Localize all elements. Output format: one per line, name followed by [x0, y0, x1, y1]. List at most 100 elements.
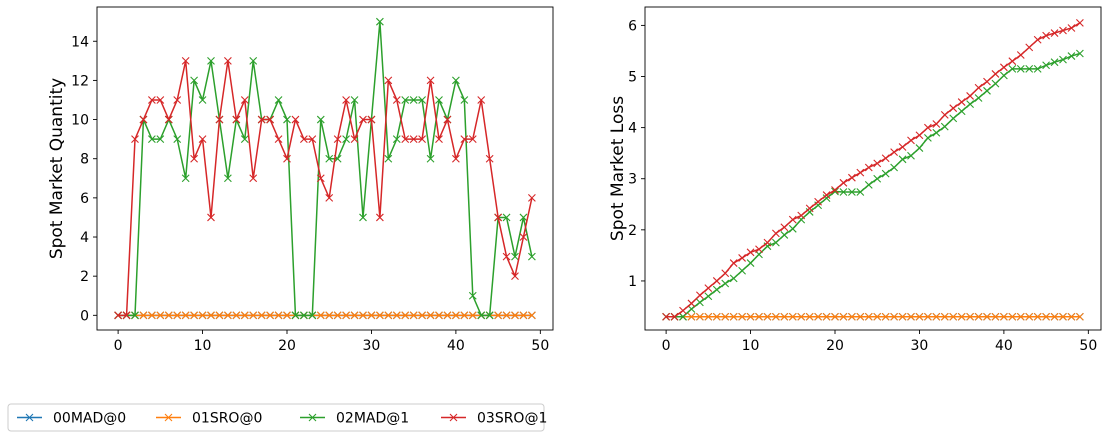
series-01sro-0 [662, 312, 1084, 321]
y-tick-label: 6 [80, 191, 89, 207]
data-point [915, 144, 924, 152]
data-point [949, 114, 958, 123]
y-tick-label: 0 [80, 308, 89, 324]
data-point [763, 312, 772, 321]
data-point [240, 135, 249, 144]
data-point [755, 312, 763, 321]
y-tick-label: 5 [628, 70, 637, 86]
data-point [881, 312, 890, 321]
y-tick-label: 1 [628, 274, 637, 290]
data-point [249, 56, 258, 65]
data-point [207, 311, 215, 320]
data-point [173, 96, 182, 104]
data-point [873, 159, 882, 168]
data-point [485, 154, 494, 163]
legend-label: 03SRO@1 [477, 411, 547, 427]
data-point [940, 110, 949, 119]
data-point [839, 178, 848, 187]
data-point [696, 291, 704, 300]
data-point [898, 312, 907, 321]
data-point [384, 154, 393, 163]
data-point [746, 312, 755, 321]
data-point [207, 213, 215, 222]
y-tick-label: 4 [628, 121, 637, 137]
data-point [831, 186, 839, 194]
data-point [780, 312, 789, 321]
y-tick-label: 2 [628, 223, 637, 239]
data-point [949, 312, 958, 321]
loss-chart: 0 10 20 30 40 50 1 2 3 4 5 6 Spot Market Loss [608, 6, 1102, 354]
data-point [1050, 29, 1059, 37]
data-point [966, 312, 974, 321]
data-point [164, 311, 173, 320]
data-point [696, 312, 704, 321]
data-point [333, 311, 342, 320]
data-point [350, 311, 359, 320]
data-point [1059, 55, 1067, 64]
data-point [974, 83, 983, 92]
data-point [460, 96, 469, 104]
series-line-02mad-1 [118, 20, 533, 317]
data-point [721, 279, 730, 288]
y-tick-label: 6 [628, 18, 637, 34]
data-point [788, 224, 797, 233]
quantity-chart: 0 10 20 30 40 50 0 2 4 6 8 10 12 14 Spot Market Quanti… [47, 6, 554, 354]
data-point [746, 259, 755, 267]
series-line-02mad-1 [666, 52, 1081, 318]
data-point [308, 135, 317, 144]
series-line-03sro-1 [666, 22, 1081, 318]
data-point [1067, 52, 1076, 60]
y-tick-label: 8 [80, 152, 89, 168]
data-point [848, 312, 856, 321]
data-point [924, 133, 932, 142]
data-point [173, 311, 182, 320]
data-point [890, 312, 898, 321]
data-point [519, 311, 528, 320]
data-point [207, 56, 215, 65]
data-point [1042, 31, 1050, 40]
axes-frame [96, 6, 554, 331]
legend-box [7, 403, 545, 432]
data-point [1059, 26, 1067, 35]
y-tick-label: 10 [71, 113, 89, 129]
data-point [316, 115, 325, 124]
data-point [957, 107, 966, 116]
data-point [679, 306, 687, 315]
data-point [232, 115, 241, 124]
legend-marker [308, 413, 317, 422]
data-point [755, 245, 763, 254]
data-point [856, 312, 865, 321]
data-point [898, 143, 907, 151]
data-point [418, 311, 426, 320]
data-point [805, 312, 814, 321]
data-point [224, 174, 232, 183]
data-point [788, 312, 797, 321]
data-point [940, 122, 949, 131]
data-point [359, 115, 367, 124]
y-axis-label: Spot Market Quantity [47, 78, 67, 259]
data-point [915, 131, 924, 140]
data-point [1059, 312, 1067, 321]
data-point [283, 115, 291, 124]
data-point [460, 135, 469, 144]
data-point [350, 96, 359, 104]
data-point [721, 269, 730, 278]
data-point [198, 96, 207, 104]
data-point [409, 96, 418, 104]
legend-entry-02mad-1: 02MAD@1 [300, 411, 409, 427]
data-point [788, 215, 797, 224]
data-point [384, 311, 393, 320]
data-point [873, 312, 882, 321]
data-point [780, 231, 789, 239]
series-02mad-1 [114, 17, 536, 320]
data-point [401, 311, 410, 320]
data-point [367, 115, 376, 124]
data-point [890, 163, 898, 172]
data-point [511, 272, 519, 281]
data-point [156, 135, 165, 144]
series-03sro-1 [114, 56, 536, 320]
data-point [974, 94, 983, 102]
data-point [1016, 312, 1025, 321]
data-point [426, 76, 435, 85]
